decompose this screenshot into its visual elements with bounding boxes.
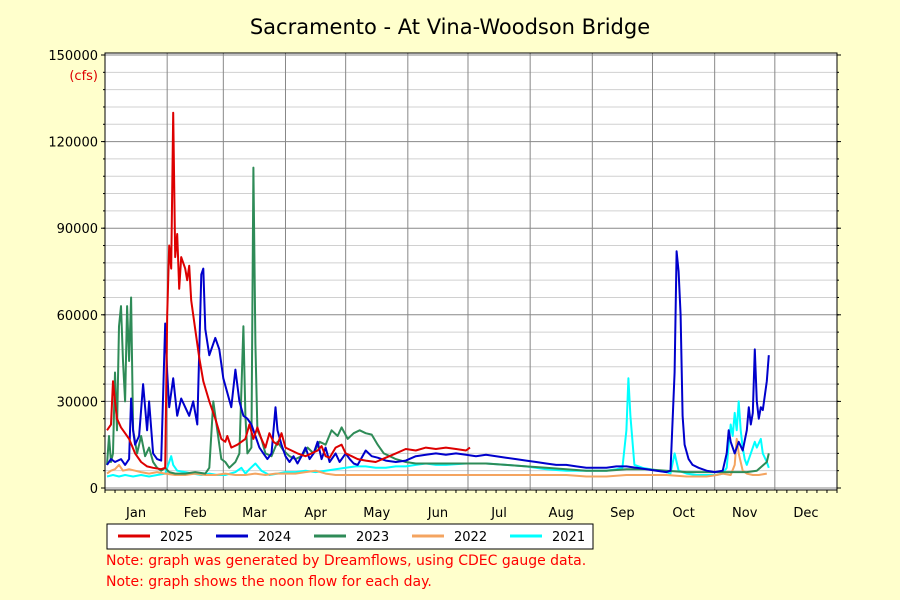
series-lines	[106, 111, 770, 478]
series-line-2022	[106, 437, 767, 478]
y-tick-label: 60000	[57, 309, 98, 324]
chart-title: Sacramento - At Vina-Woodson Bridge	[250, 15, 650, 39]
y-tick-label: 0	[90, 482, 98, 497]
x-tick-label: Aug	[549, 506, 574, 521]
legend-label-2025: 2025	[160, 530, 193, 545]
x-tick-label: Jul	[490, 506, 507, 521]
note-source: Note: graph was generated by Dreamflows,…	[106, 553, 587, 569]
legend-label-2021: 2021	[552, 530, 585, 545]
x-tick-label: Jan	[125, 506, 146, 521]
y-tick-label: 120000	[48, 136, 98, 151]
x-tick-label: Mar	[242, 506, 267, 521]
plot-area	[105, 53, 837, 490]
legend-label-2023: 2023	[356, 530, 389, 545]
y-tick-label: 30000	[57, 395, 98, 410]
note-noon-flow: Note: graph shows the noon flow for each…	[106, 574, 432, 590]
series-line-2023	[106, 166, 770, 475]
x-tick-label: Dec	[793, 506, 818, 521]
series-line-2025	[106, 111, 471, 471]
x-tick-label: Jun	[427, 506, 448, 521]
x-tick-label: Apr	[304, 506, 327, 521]
legend-label-2022: 2022	[454, 530, 487, 545]
unit-label: (cfs)	[69, 69, 98, 84]
y-tick-label: 150000	[48, 49, 98, 64]
plot-border	[104, 52, 838, 491]
legend-label-2024: 2024	[258, 530, 291, 545]
y-tick-label: 90000	[57, 222, 98, 237]
legend: 2025 2024 2023 2022 2021	[106, 523, 594, 550]
x-tick-label: Feb	[184, 506, 207, 521]
x-tick-label: Sep	[610, 506, 635, 521]
x-tick-label: May	[363, 506, 390, 521]
x-tick-label: Oct	[672, 506, 694, 521]
x-tick-label: Nov	[732, 506, 758, 521]
series-line-2024	[106, 250, 770, 474]
